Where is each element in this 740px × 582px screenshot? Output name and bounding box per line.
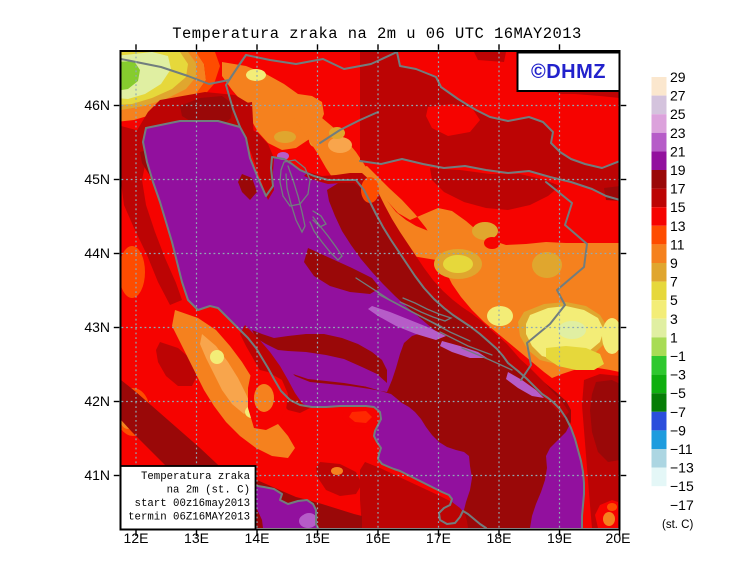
- svg-text:27: 27: [670, 88, 686, 104]
- svg-text:15E: 15E: [305, 530, 330, 546]
- svg-text:−11: −11: [670, 441, 693, 457]
- svg-text:Temperatura zraka na 2m u 06 U: Temperatura zraka na 2m u 06 UTC 16MAY20…: [172, 25, 582, 43]
- svg-text:−9: −9: [670, 422, 686, 438]
- svg-text:15: 15: [670, 199, 686, 215]
- svg-text:41N: 41N: [84, 467, 110, 483]
- svg-text:18E: 18E: [487, 530, 512, 546]
- svg-text:−17: −17: [670, 497, 694, 513]
- svg-text:20E: 20E: [606, 530, 631, 546]
- svg-text:5: 5: [670, 292, 678, 308]
- svg-text:7: 7: [670, 274, 678, 290]
- svg-text:17: 17: [670, 181, 686, 197]
- svg-text:19: 19: [670, 162, 686, 178]
- svg-text:−5: −5: [670, 385, 686, 401]
- svg-text:−1: −1: [670, 348, 686, 364]
- svg-text:start 00z16may2013: start 00z16may2013: [135, 498, 250, 510]
- svg-text:17E: 17E: [426, 530, 451, 546]
- svg-text:−3: −3: [670, 367, 686, 383]
- svg-text:1: 1: [670, 329, 678, 345]
- svg-text:−7: −7: [670, 404, 686, 420]
- svg-text:11: 11: [670, 236, 685, 252]
- svg-text:Temperatura zraka: Temperatura zraka: [141, 471, 251, 483]
- svg-text:19E: 19E: [547, 530, 572, 546]
- svg-text:46N: 46N: [84, 97, 110, 113]
- svg-text:44N: 44N: [84, 245, 110, 261]
- svg-text:©DHMZ: ©DHMZ: [531, 61, 606, 83]
- svg-text:13: 13: [670, 218, 686, 234]
- svg-text:3: 3: [670, 311, 678, 327]
- svg-text:14E: 14E: [245, 530, 270, 546]
- svg-text:25: 25: [670, 106, 686, 122]
- svg-text:29: 29: [670, 69, 686, 85]
- svg-text:43N: 43N: [84, 319, 110, 335]
- svg-text:na 2m (st. C): na 2m (st. C): [167, 485, 250, 497]
- svg-text:12E: 12E: [124, 530, 149, 546]
- svg-text:45N: 45N: [84, 171, 110, 187]
- svg-text:9: 9: [670, 255, 678, 271]
- svg-text:−15: −15: [670, 478, 694, 494]
- svg-text:termin 06Z16MAY2013: termin 06Z16MAY2013: [128, 512, 250, 524]
- svg-text:16E: 16E: [366, 530, 391, 546]
- svg-text:42N: 42N: [84, 393, 110, 409]
- svg-text:−13: −13: [670, 460, 694, 476]
- svg-text:13E: 13E: [184, 530, 209, 546]
- svg-text:21: 21: [670, 143, 686, 159]
- svg-text:(st. C): (st. C): [662, 519, 693, 531]
- svg-text:23: 23: [670, 125, 686, 141]
